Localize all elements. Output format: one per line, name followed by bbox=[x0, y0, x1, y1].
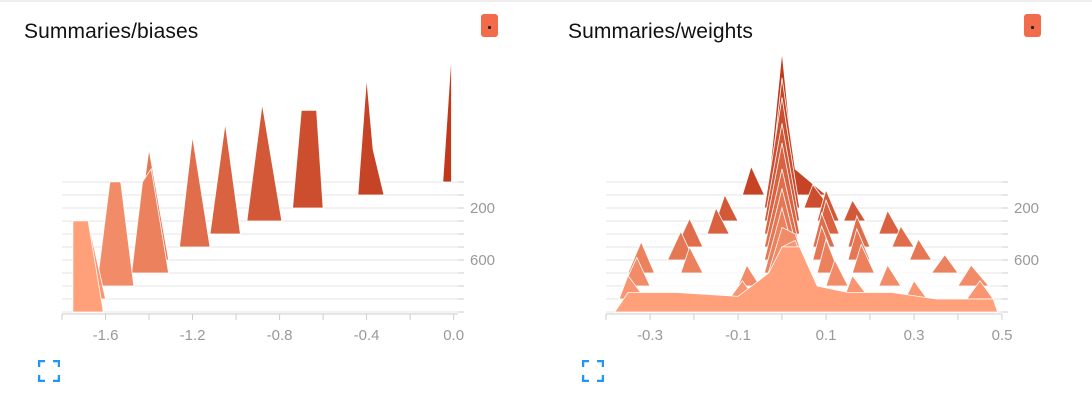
distribution-step-900 bbox=[357, 77, 385, 196]
top-divider bbox=[0, 0, 1092, 2]
y-tick-label: 600 bbox=[1014, 252, 1039, 269]
ridgeline-chart-weights: -0.3 -0.1 0.1 0.3 0.5 200 600 bbox=[605, 51, 1039, 344]
distribution-step-0 bbox=[614, 246, 999, 313]
y-tick-label: 600 bbox=[470, 252, 495, 269]
distribution-step-1000 bbox=[442, 51, 452, 183]
dot-icon bbox=[1031, 26, 1034, 29]
x-tick-label: -0.1 bbox=[725, 327, 751, 344]
distribution-step-700 bbox=[715, 123, 867, 222]
distribution-step-500 bbox=[179, 136, 211, 248]
distribution-step-700 bbox=[246, 103, 283, 222]
x-tick-label: -0.3 bbox=[637, 327, 663, 344]
x-tick-label: 0.5 bbox=[992, 327, 1013, 344]
card-title: Summaries/biases bbox=[24, 20, 199, 43]
distribution-step-600 bbox=[209, 123, 241, 235]
y-tick-label: 200 bbox=[470, 200, 495, 217]
expand-icon[interactable] bbox=[582, 360, 604, 382]
x-tick-label: 0.3 bbox=[904, 327, 925, 344]
distribution-step-400 bbox=[666, 188, 933, 261]
distribution-step-300 bbox=[131, 167, 170, 274]
x-tick-label: -1.6 bbox=[93, 327, 119, 344]
histogram-card-biases: Summaries/biases -1.6 -1.2 -0.8 -0.4 0.0 200 6… bbox=[24, 14, 498, 382]
y-tick-label: 200 bbox=[1014, 200, 1039, 217]
dot-icon bbox=[488, 26, 491, 29]
expand-icon[interactable] bbox=[38, 360, 60, 382]
x-tick-label: 0.0 bbox=[443, 327, 464, 344]
x-tick-label: -1.2 bbox=[180, 327, 206, 344]
ridgeline-chart-biases: -1.6 -1.2 -0.8 -0.4 0.0 200 600 bbox=[61, 51, 495, 344]
x-tick-label: 0.1 bbox=[816, 327, 837, 344]
x-tick-label: -0.8 bbox=[267, 327, 293, 344]
x-tick-label: -0.4 bbox=[354, 327, 380, 344]
card-menu-badge[interactable] bbox=[1024, 14, 1041, 37]
distribution-step-800 bbox=[292, 110, 324, 209]
histogram-card-weights: Summaries/weights -0.3 -0.1 0.1 0.3 0.5 200 60… bbox=[544, 0, 1090, 414]
card-menu-badge[interactable] bbox=[481, 14, 498, 37]
distribution-step-500 bbox=[675, 168, 915, 248]
distribution-step-200 bbox=[96, 181, 135, 287]
card-title: Summaries/weights bbox=[568, 20, 753, 43]
distribution-step-0 bbox=[72, 220, 104, 313]
